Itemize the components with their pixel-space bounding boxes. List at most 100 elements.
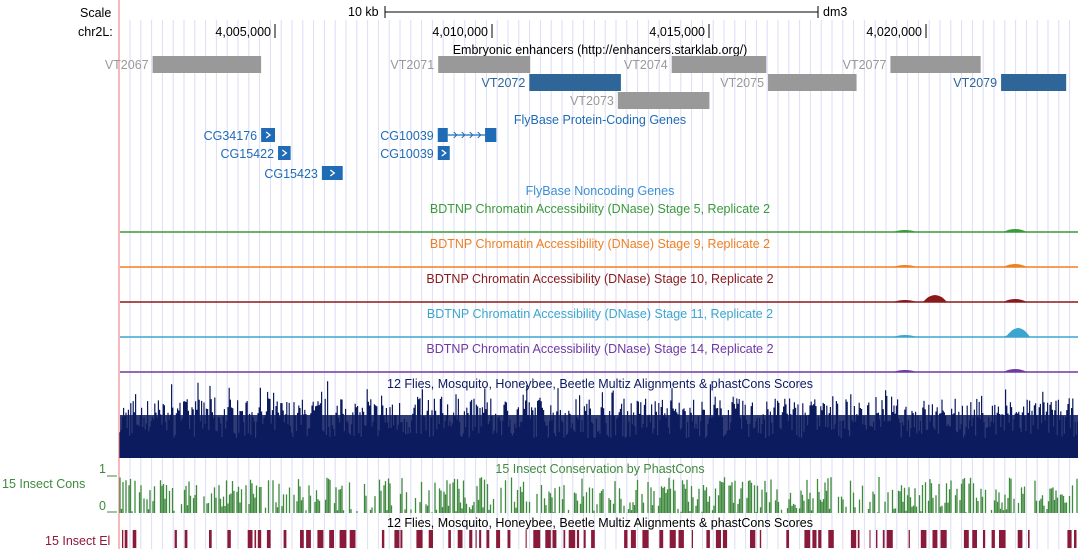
gene-label[interactable]: CG15422	[221, 147, 275, 161]
insect-el-side-label[interactable]: 15 Insect El	[45, 534, 110, 548]
enhancer-block[interactable]	[768, 74, 857, 91]
conserved-element[interactable]	[247, 530, 253, 548]
gene-label[interactable]: CG10039	[380, 129, 434, 143]
conserved-element[interactable]	[1017, 530, 1023, 548]
conserved-element[interactable]	[266, 530, 271, 548]
conserved-element[interactable]	[786, 530, 789, 548]
conserved-element[interactable]	[469, 530, 473, 548]
conserved-element[interactable]	[991, 530, 995, 548]
conserved-element[interactable]	[174, 530, 177, 548]
conserved-element[interactable]	[254, 530, 257, 548]
conserved-element[interactable]	[317, 530, 324, 548]
conserved-element[interactable]	[525, 530, 527, 548]
enhancer-label[interactable]: VT2077	[843, 58, 887, 72]
conserved-element[interactable]	[124, 530, 128, 548]
enhancer-block[interactable]	[529, 74, 621, 91]
enhancer-label[interactable]: VT2071	[390, 58, 434, 72]
conserved-element[interactable]	[818, 530, 822, 548]
conserved-element[interactable]	[1074, 530, 1077, 548]
conserved-element[interactable]	[457, 530, 463, 548]
conserved-element[interactable]	[828, 530, 834, 548]
conserved-element[interactable]	[507, 530, 511, 548]
conserved-element[interactable]	[479, 530, 482, 548]
conserved-element[interactable]	[576, 530, 580, 548]
enhancer-label[interactable]: VT2075	[720, 76, 764, 90]
conserved-element[interactable]	[963, 530, 969, 548]
conserved-element[interactable]	[750, 530, 756, 548]
gene-label[interactable]: CG10039	[380, 147, 434, 161]
ruler-track[interactable]: Scale chr2L: 10 kb dm3 4,005,000 4,010,00…	[78, 5, 927, 39]
conserved-element[interactable]	[1028, 530, 1030, 548]
multiz-wiggle[interactable]	[119, 381, 1078, 458]
conserved-element[interactable]	[339, 530, 347, 548]
conserved-element[interactable]	[545, 530, 551, 548]
conserved-element[interactable]	[624, 530, 628, 548]
conserved-element[interactable]	[448, 530, 451, 548]
conserved-element[interactable]	[428, 530, 433, 548]
enhancer-label[interactable]: VT2072	[482, 76, 526, 90]
enhancer-block[interactable]	[617, 92, 710, 109]
enhancer-label[interactable]: VT2079	[953, 76, 997, 90]
conserved-element[interactable]	[812, 530, 817, 548]
conserved-element[interactable]	[972, 530, 977, 548]
conserved-element[interactable]	[552, 530, 557, 548]
conserved-element[interactable]	[227, 530, 231, 548]
conserved-element[interactable]	[715, 530, 721, 548]
insect-cons-side-label[interactable]: 15 Insect Cons	[2, 477, 85, 491]
conserved-element[interactable]	[122, 530, 124, 548]
conserved-element[interactable]	[642, 530, 649, 548]
conserved-element[interactable]	[283, 530, 287, 548]
dnase-tracks[interactable]: BDTNP Chromatin Accessibility (DNase) St…	[120, 202, 1078, 373]
conserved-element[interactable]	[400, 530, 403, 548]
conserved-element[interactable]	[257, 530, 262, 548]
conserved-element[interactable]	[381, 530, 385, 548]
enhancer-block[interactable]	[890, 56, 981, 73]
conserved-element[interactable]	[876, 530, 878, 548]
gene-label[interactable]: CG34176	[204, 129, 258, 143]
conserved-element[interactable]	[306, 530, 311, 548]
enhancers-track[interactable]: VT2067 VT2071 VT2074 VT2077 VT2072 VT2075 VT20…	[105, 56, 1067, 109]
conserved-element[interactable]	[722, 530, 728, 548]
conserved-element[interactable]	[999, 530, 1006, 548]
conserved-element[interactable]	[132, 530, 137, 548]
gene-exon[interactable]	[485, 128, 497, 142]
conserved-element[interactable]	[691, 530, 693, 548]
conserved-element[interactable]	[908, 530, 910, 548]
conserved-element[interactable]	[329, 530, 334, 548]
gene-block[interactable]	[278, 146, 291, 160]
gene-block[interactable]	[261, 128, 275, 142]
conserved-element[interactable]	[659, 530, 664, 548]
conserved-element[interactable]	[209, 530, 212, 548]
gene-block[interactable]	[437, 146, 450, 160]
conserved-element[interactable]	[804, 530, 811, 548]
enhancer-block[interactable]	[152, 56, 262, 73]
conserved-element[interactable]	[394, 530, 400, 548]
conserved-element[interactable]	[568, 530, 576, 548]
conserved-element[interactable]	[486, 530, 490, 548]
conserved-element[interactable]	[583, 530, 586, 548]
conserved-element[interactable]	[349, 530, 356, 548]
conserved-element[interactable]	[857, 530, 860, 548]
conserved-element[interactable]	[630, 530, 636, 548]
insect-cons-wiggle[interactable]	[119, 477, 1078, 513]
conserved-element[interactable]	[300, 530, 304, 548]
conserved-element[interactable]	[850, 530, 857, 548]
conserved-element[interactable]	[563, 530, 566, 548]
enhancer-label[interactable]: VT2067	[105, 58, 149, 72]
conserved-element[interactable]	[591, 530, 595, 548]
enhancer-block[interactable]	[1001, 74, 1067, 91]
conserved-element[interactable]	[882, 530, 885, 548]
conserved-element[interactable]	[416, 530, 423, 548]
conserved-element[interactable]	[1067, 530, 1072, 548]
conserved-element[interactable]	[475, 530, 477, 548]
enhancer-label[interactable]: VT2074	[624, 58, 668, 72]
conserved-element[interactable]	[759, 530, 762, 548]
conserved-element[interactable]	[533, 530, 541, 548]
conserved-element[interactable]	[706, 530, 710, 548]
enhancer-label[interactable]: VT2073	[570, 94, 614, 108]
conserved-element[interactable]	[669, 530, 676, 548]
conserved-element[interactable]	[678, 530, 684, 548]
conserved-element[interactable]	[496, 530, 501, 548]
enhancer-block[interactable]	[671, 56, 767, 73]
